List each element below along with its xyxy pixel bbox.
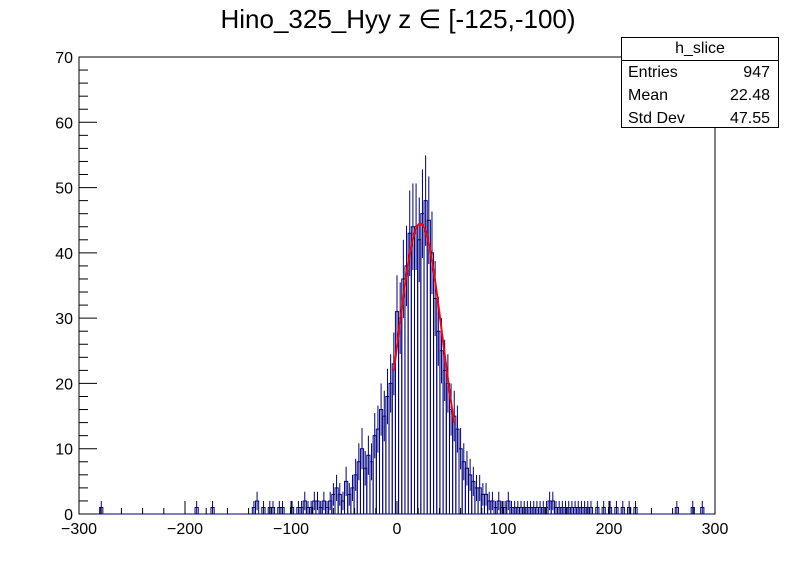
x-tick-label: 0 — [393, 521, 402, 538]
x-tick-label: 300 — [702, 521, 729, 538]
y-tick-label: 10 — [55, 442, 73, 459]
y-tick-label: 40 — [55, 246, 73, 263]
stats-label: Std Dev — [628, 110, 685, 127]
stats-row-entries: Entries 947 — [622, 61, 778, 84]
y-tick-label: 20 — [55, 376, 73, 393]
x-tick-label: −200 — [167, 521, 203, 538]
stats-box-title: h_slice — [622, 38, 778, 61]
fit-curve — [392, 222, 456, 424]
y-tick-label: 70 — [55, 50, 73, 67]
y-tick-label: 30 — [55, 311, 73, 328]
y-tick-label: 0 — [64, 507, 73, 524]
y-tick-label: 60 — [55, 115, 73, 132]
stats-row-stddev: Std Dev 47.55 — [622, 107, 778, 130]
stats-value: 947 — [743, 64, 770, 81]
y-tick-label: 50 — [55, 181, 73, 198]
stats-value: 47.55 — [729, 110, 770, 127]
x-tick-label: −300 — [61, 521, 97, 538]
chart-title: Hino_325_Hyy z ∈ [-125,-100) — [220, 4, 576, 34]
x-tick-label: −100 — [273, 521, 309, 538]
stats-box: h_slice Entries 947 Mean 22.48 Std Dev 4… — [621, 37, 779, 128]
stats-value: 22.48 — [729, 87, 770, 104]
fit-curve-group — [392, 222, 456, 424]
stats-label: Entries — [628, 64, 678, 81]
x-tick-label: 200 — [596, 521, 623, 538]
stats-label: Mean — [628, 87, 669, 104]
x-tick-label: 100 — [490, 521, 517, 538]
stats-row-mean: Mean 22.48 — [622, 84, 778, 107]
